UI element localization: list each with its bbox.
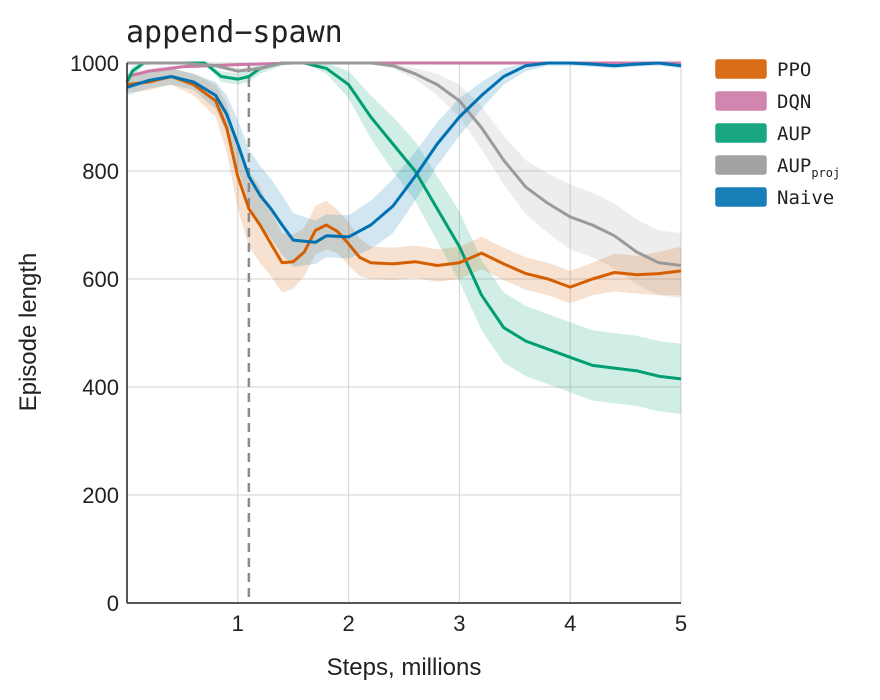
y-tick-label: 600 [82, 267, 119, 292]
x-tick-label: 1 [232, 611, 244, 636]
line-ppo [126, 75, 682, 289]
legend-item: AUPproj [715, 155, 840, 180]
legend-item: Naive [715, 187, 834, 209]
x-tick-label: 2 [342, 611, 354, 636]
line-aup-proj [127, 61, 682, 267]
legend-swatch [715, 123, 767, 143]
legend-label: DQN [777, 91, 811, 113]
band-ppo [127, 68, 681, 304]
x-tick-label: 4 [564, 611, 576, 636]
band-aup [127, 63, 681, 414]
legend-swatch [715, 187, 767, 207]
legend-label: AUPproj [777, 155, 840, 180]
chart-title: append−spawn [126, 15, 343, 50]
y-tick-label: 200 [82, 483, 119, 508]
legend-item: AUP [715, 123, 811, 145]
series-lines [125, 61, 682, 381]
legend-swatch [715, 155, 767, 175]
legend-swatch [715, 59, 767, 79]
legend-item: PPO [715, 59, 811, 81]
y-axis-label: Episode length [15, 253, 42, 412]
legend-swatch [715, 91, 767, 111]
legend-label: PPO [777, 59, 811, 81]
legend-label: Naive [777, 187, 834, 209]
series-bands [127, 63, 681, 414]
y-tick-label: 400 [82, 375, 119, 400]
axes [126, 63, 681, 604]
line-naive [126, 61, 682, 244]
x-tick-label: 5 [675, 611, 687, 636]
y-tick-label: 0 [107, 591, 119, 616]
legend-item: DQN [715, 91, 811, 113]
y-tick-label: 1000 [70, 51, 119, 76]
x-axis-label: Steps, millions [327, 654, 482, 681]
band-naive [127, 63, 681, 268]
legend: PPO DQN AUP AUPproj Naive [715, 59, 840, 209]
x-tick-label: 3 [453, 611, 465, 636]
tick-labels: 1 2 3 4 5 0 200 400 600 800 1000 [70, 51, 687, 636]
legend-subscript: proj [811, 166, 840, 180]
legend-label: AUP [777, 123, 811, 145]
y-tick-label: 800 [82, 159, 119, 184]
